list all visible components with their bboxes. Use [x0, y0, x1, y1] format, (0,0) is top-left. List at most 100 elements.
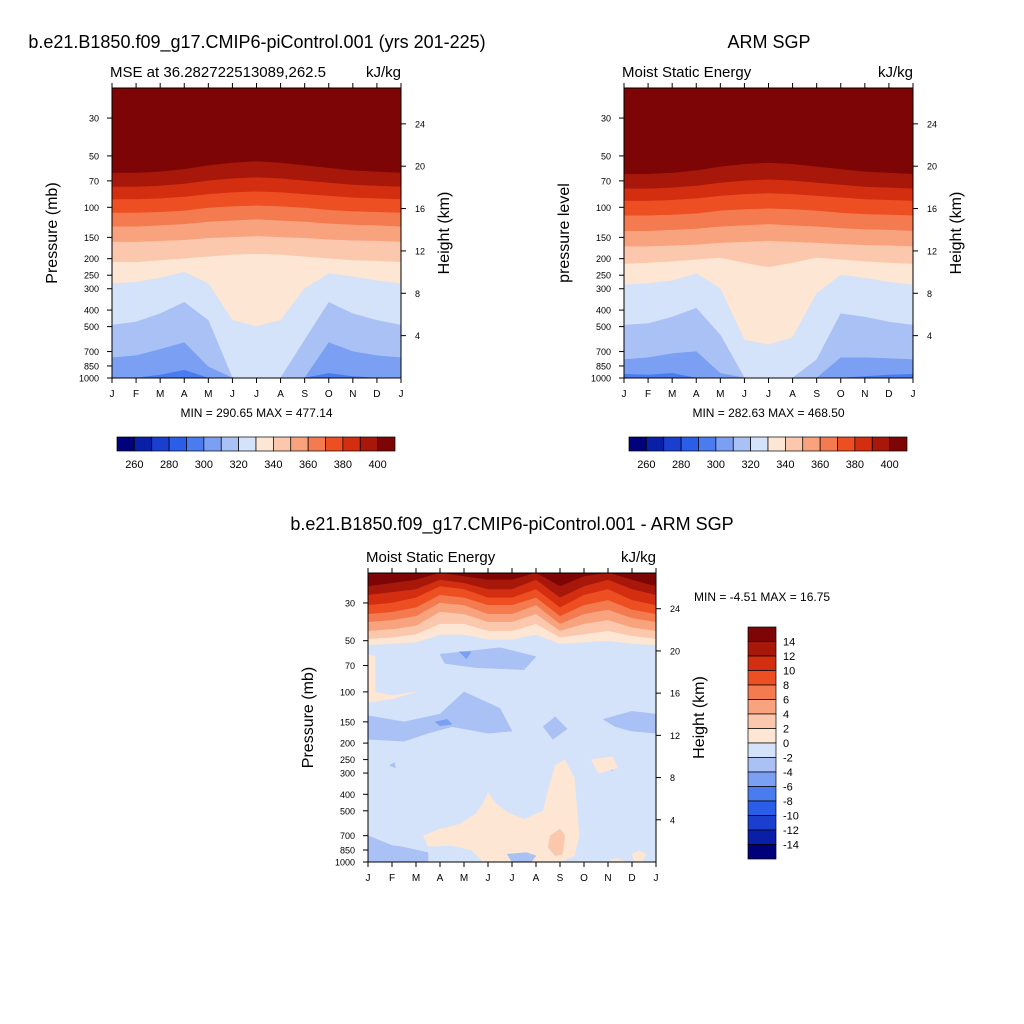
colorbar-label: -14: [783, 840, 799, 852]
colorbar-swatch: [342, 436, 361, 452]
contour-blob: [607, 857, 628, 862]
y-tick-label: 30: [601, 114, 611, 124]
y-tick-label: 1000: [591, 374, 611, 384]
colorbar-swatch: [750, 436, 769, 452]
colorbar-swatch: [290, 436, 309, 452]
colorbar-swatch: [238, 436, 257, 452]
plot-area: [112, 88, 401, 378]
height-tick-label: 16: [670, 689, 680, 699]
colorbar-swatch: [325, 436, 344, 452]
height-tick-label: 16: [927, 204, 937, 214]
colorbar-label: 320: [229, 459, 247, 471]
x-tick-label: D: [628, 873, 635, 884]
y-tick-label: 150: [340, 717, 355, 727]
colorbar-swatch: [747, 713, 777, 729]
x-tick-label: J: [486, 873, 491, 884]
min-max-stats: MIN = -4.51 MAX = 16.75: [694, 590, 830, 604]
min-max-stats: MIN = 290.65 MAX = 477.14: [180, 406, 332, 420]
colorbar-label: 320: [741, 459, 759, 471]
plot-area: [368, 573, 656, 862]
contour-blob: [602, 711, 656, 734]
colorbar-swatch: [646, 436, 665, 452]
y-tick-label: 700: [340, 831, 355, 841]
colorbar-swatch: [785, 436, 804, 452]
height-tick-label: 8: [927, 289, 932, 299]
y-tick-label: 30: [345, 598, 355, 608]
y-tick-label: 70: [601, 176, 611, 186]
min-max-stats: MIN = 282.63 MAX = 468.50: [692, 406, 844, 420]
units-label: kJ/kg: [878, 64, 913, 81]
x-tick-label: A: [437, 873, 444, 884]
contour-band: [112, 88, 401, 174]
colorbar-label: -6: [783, 782, 793, 794]
x-tick-label: F: [133, 389, 139, 400]
plot-area: [624, 88, 913, 378]
colorbar-label: 400: [880, 459, 898, 471]
colorbar-swatch: [747, 786, 777, 802]
colorbar-swatch: [837, 436, 856, 452]
x-tick-label: J: [654, 873, 659, 884]
y-tick-label: 500: [84, 322, 99, 332]
colorbar-swatch: [186, 436, 205, 452]
contour-blob: [368, 691, 513, 742]
colorbar-swatch: [747, 670, 777, 686]
colorbar-swatch: [889, 436, 908, 452]
colorbar-label: -10: [783, 811, 799, 823]
x-tick-label: J: [510, 873, 515, 884]
y-tick-label: 250: [596, 271, 611, 281]
y-tick-label: 70: [89, 176, 99, 186]
y-tick-label: 250: [340, 755, 355, 765]
colorbar-label: 360: [811, 459, 829, 471]
y-tick-label: 200: [84, 254, 99, 264]
x-tick-label: A: [181, 389, 188, 400]
x-tick-label: M: [412, 873, 420, 884]
colorbar-label: 0: [783, 738, 789, 750]
colorbar: 260 280 300 320 340 360 380 400: [628, 436, 908, 471]
colorbar-swatch: [168, 436, 187, 452]
colorbar-label: -8: [783, 796, 793, 808]
panel-0: J F M A M J J A S O N D J 30 50 70 100 150 200 250 300 400 500…: [28, 32, 485, 471]
x-tick-label: J: [366, 873, 371, 884]
y-tick-label: 100: [340, 687, 355, 697]
chart-title: ARM SGP: [727, 32, 810, 52]
x-tick-label: D: [373, 389, 380, 400]
units-label: kJ/kg: [366, 64, 401, 81]
y-tick-label: 850: [84, 361, 99, 371]
panel-2: J F M A M J J A S O N D J305070100150200250300400500…: [290, 514, 830, 884]
contour-blob: [542, 716, 568, 740]
contour-blob: [506, 852, 537, 862]
contour-blob: [631, 850, 647, 862]
y-tick-label: 200: [340, 739, 355, 749]
y-tick-label: 1000: [335, 858, 355, 868]
colorbar-label: 8: [783, 680, 789, 692]
contour-blob: [590, 756, 618, 774]
x-tick-label: S: [813, 389, 820, 400]
x-tick-label: O: [580, 873, 588, 884]
y-tick-label: 50: [601, 151, 611, 161]
contour-blob: [389, 762, 396, 769]
y2-axis-label: Height (km): [948, 192, 965, 275]
colorbar-label: 4: [783, 709, 789, 721]
colorbar-swatch: [307, 436, 326, 452]
y-tick-label: 500: [340, 806, 355, 816]
colorbar-swatch: [747, 742, 777, 758]
colorbar-label: 280: [672, 459, 690, 471]
x-tick-label: A: [693, 389, 700, 400]
x-tick-label: F: [645, 389, 651, 400]
x-tick-label: N: [861, 389, 868, 400]
y-tick-label: 150: [596, 233, 611, 243]
colorbar-swatch: [134, 436, 153, 452]
y-tick-label: 400: [340, 790, 355, 800]
y-axis-label: pressure level: [556, 183, 573, 283]
contour-band: [624, 351, 913, 378]
colorbar-label: 300: [195, 459, 213, 471]
y-tick-label: 300: [84, 284, 99, 294]
colorbar-swatch: [698, 436, 717, 452]
colorbar-swatch: [854, 436, 873, 452]
x-tick-label: J: [911, 389, 916, 400]
height-tick-label: 8: [415, 289, 420, 299]
colorbar-label: -12: [783, 825, 799, 837]
colorbar-swatch: [663, 436, 682, 452]
y-tick-label: 70: [345, 661, 355, 671]
colorbar-swatch: [680, 436, 699, 452]
